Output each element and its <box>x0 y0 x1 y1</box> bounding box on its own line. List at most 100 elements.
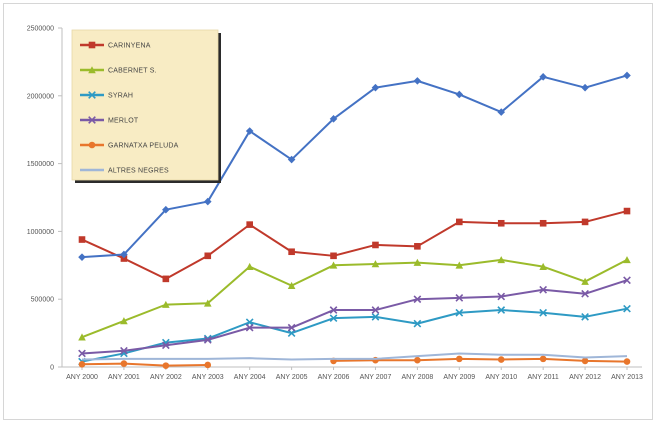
x-tick-label: ANY 2004 <box>234 374 266 381</box>
x-tick-label: ANY 2013 <box>611 374 643 381</box>
y-tick-label: 2000000 <box>27 93 54 100</box>
x-tick-label: ANY 2006 <box>318 374 350 381</box>
data-point <box>497 306 506 314</box>
series-line <box>81 279 628 355</box>
legend-label: CARINYENA <box>108 43 151 50</box>
legend-label: CABERNET S. <box>108 68 157 75</box>
series-line <box>81 74 628 259</box>
data-point <box>88 141 96 149</box>
x-tick-label: ANY 2012 <box>569 374 601 381</box>
data-point <box>539 285 548 294</box>
y-tick-label: 2500000 <box>27 26 54 33</box>
data-point <box>497 356 505 363</box>
data-point <box>623 276 631 285</box>
legend-item: SYRAH <box>80 91 133 100</box>
data-point <box>623 207 631 215</box>
data-point <box>623 71 631 80</box>
data-point <box>120 255 128 262</box>
data-point <box>371 83 380 92</box>
data-point <box>120 317 128 325</box>
legend: CARINYENA CABERNET S. SYRAH MERLOT GARNATXA … <box>71 29 221 183</box>
data-point <box>623 304 631 313</box>
data-point <box>581 312 589 321</box>
data-point <box>330 252 337 260</box>
data-point <box>120 346 128 355</box>
data-point <box>203 336 212 344</box>
data-point <box>581 277 589 285</box>
data-point <box>246 221 253 228</box>
data-point <box>371 312 380 321</box>
series-syrah <box>78 304 631 366</box>
data-point <box>581 289 589 298</box>
data-point <box>371 306 380 314</box>
data-point <box>329 314 338 323</box>
data-point <box>371 260 380 268</box>
series-lines <box>78 71 631 369</box>
data-point <box>539 355 547 363</box>
data-point <box>88 91 96 99</box>
legend-label: MERLOT <box>108 118 139 125</box>
series-line <box>81 210 628 280</box>
x-tick-label: ANY 2011 <box>528 374 559 381</box>
series-line <box>81 352 628 361</box>
data-point <box>88 41 96 49</box>
y-tick-label: 0 <box>50 365 54 372</box>
series-merlot <box>78 276 631 358</box>
axes: 0 500000 1000000 1500000 2000000 2500000 ANY 2… <box>27 26 643 382</box>
data-point <box>204 361 212 369</box>
legend-item: CABERNET S. <box>80 66 157 75</box>
x-tick-label: ANY 2007 <box>360 374 392 381</box>
data-point <box>581 83 589 92</box>
data-point <box>414 243 421 250</box>
x-tick-label: ANY 2008 <box>401 374 433 381</box>
series-garnatxa-peluda <box>78 355 631 369</box>
data-point <box>497 108 506 116</box>
data-point <box>78 349 86 358</box>
data-point <box>78 333 86 341</box>
data-point <box>287 155 296 164</box>
data-point <box>288 248 295 256</box>
data-point <box>539 219 547 227</box>
data-point <box>497 292 506 301</box>
data-point <box>539 262 547 270</box>
data-point <box>539 73 547 81</box>
data-point <box>162 362 170 369</box>
data-point <box>78 253 86 261</box>
data-point <box>245 323 254 332</box>
data-point <box>120 250 128 259</box>
data-point <box>162 275 170 283</box>
data-point <box>623 256 631 264</box>
x-tick-label: ANY 2003 <box>192 374 224 381</box>
series-altres-negres <box>81 352 628 361</box>
data-point <box>413 295 422 304</box>
data-point <box>456 218 463 226</box>
data-point <box>623 358 631 365</box>
data-point <box>203 197 212 206</box>
x-tick-label: ANY 2002 <box>150 374 182 381</box>
data-point <box>455 293 464 302</box>
legend-label: ALTRES NEGRES <box>108 168 169 175</box>
series-line <box>333 357 628 363</box>
data-point <box>204 252 212 260</box>
data-point <box>372 241 379 249</box>
data-point <box>120 360 128 367</box>
data-point <box>414 356 421 364</box>
data-point <box>581 218 589 226</box>
x-tick-label: ANY 2001 <box>108 374 140 381</box>
data-point <box>539 308 548 317</box>
data-point <box>413 258 422 266</box>
legend-label: SYRAH <box>108 93 133 100</box>
data-point <box>455 308 464 317</box>
series-line <box>81 362 208 367</box>
legend-item: MERLOT <box>80 116 139 125</box>
data-point <box>162 205 170 214</box>
data-point <box>245 262 254 270</box>
y-tick-label: 1000000 <box>27 229 54 236</box>
legend-box <box>71 29 219 181</box>
data-point <box>245 127 254 135</box>
series-line <box>81 258 628 339</box>
data-point <box>581 357 589 365</box>
legend-item: GARNATXA PELUDA <box>80 141 179 150</box>
legend-label: GARNATXA PELUDA <box>108 143 179 150</box>
